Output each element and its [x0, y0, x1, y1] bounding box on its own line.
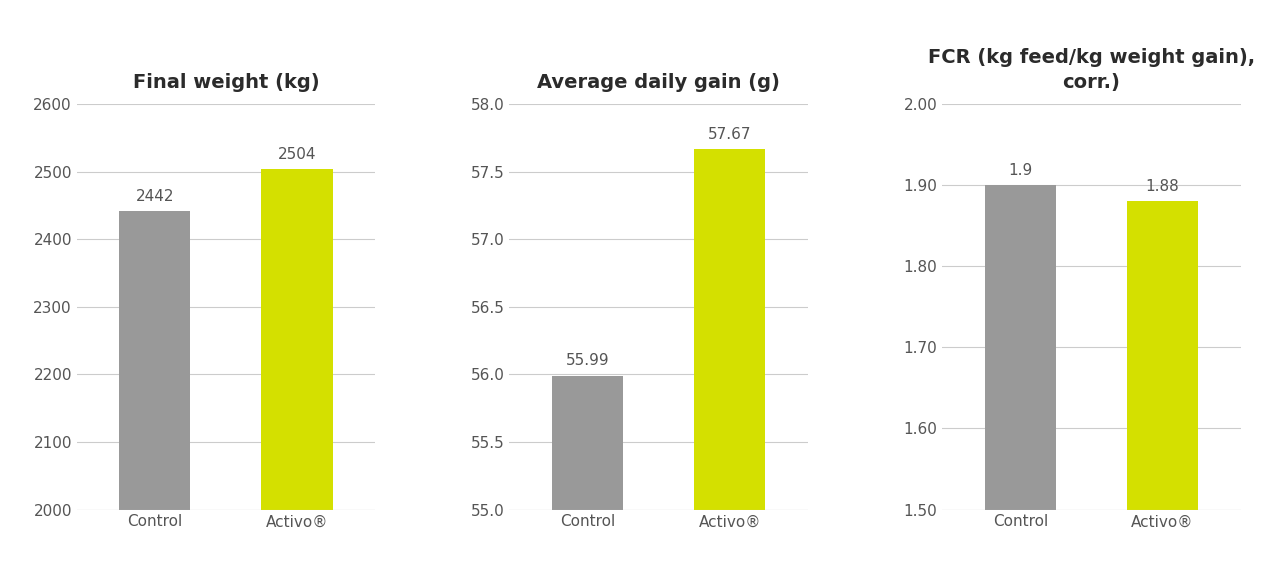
- Bar: [261, 169, 333, 510]
- Bar: [553, 376, 623, 510]
- Text: 55.99: 55.99: [565, 353, 609, 368]
- Text: 2504: 2504: [278, 146, 316, 162]
- Bar: [694, 149, 765, 510]
- Text: 1.9: 1.9: [1008, 163, 1032, 178]
- Title: Final weight (kg): Final weight (kg): [133, 72, 320, 91]
- Bar: [1127, 201, 1198, 510]
- Text: 1.88: 1.88: [1146, 179, 1179, 194]
- Text: 57.67: 57.67: [709, 126, 752, 141]
- Bar: [985, 185, 1056, 510]
- Title: FCR (kg feed/kg weight gain),
corr.): FCR (kg feed/kg weight gain), corr.): [927, 47, 1255, 91]
- Text: 2442: 2442: [136, 189, 174, 204]
- Bar: [119, 211, 191, 510]
- Title: Average daily gain (g): Average daily gain (g): [537, 72, 780, 91]
